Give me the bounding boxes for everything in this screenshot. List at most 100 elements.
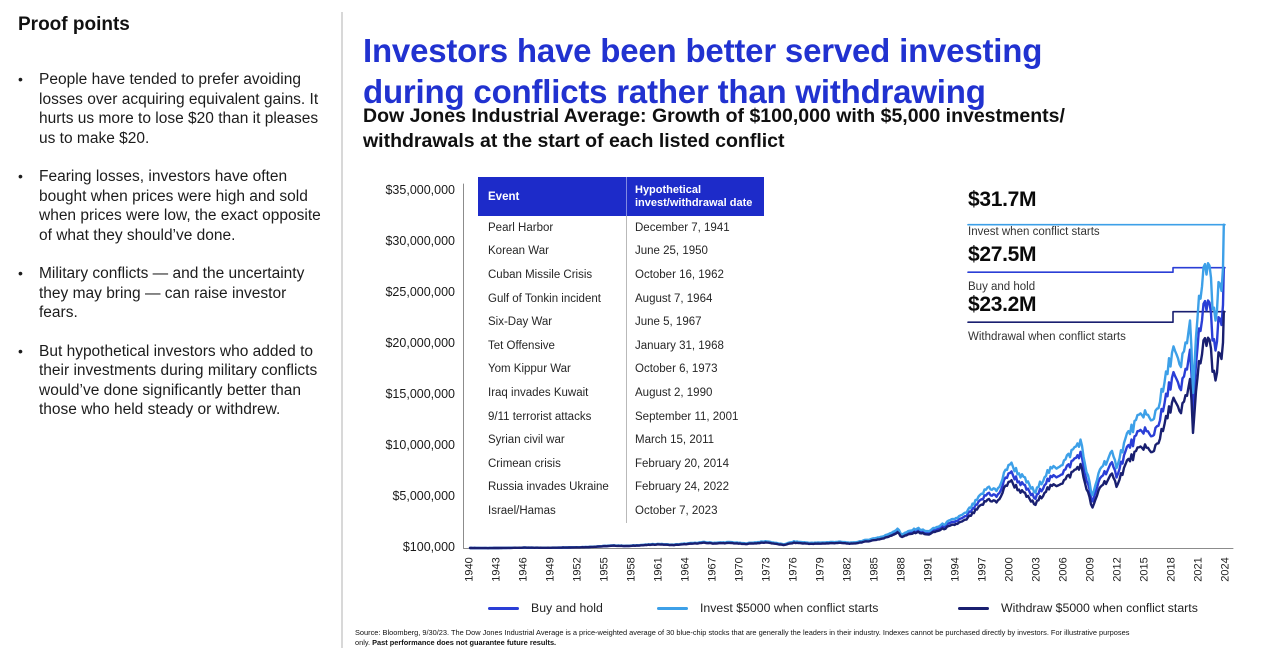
table-row: Syrian civil war March 15, 2011 bbox=[478, 428, 764, 452]
x-tick-label: 1958 bbox=[625, 557, 638, 582]
bullet-text: People have tended to prefer avoiding lo… bbox=[39, 71, 319, 147]
annotation-withdraw: $23.2M Withdrawal when conflict starts bbox=[968, 293, 1218, 343]
y-tick-label: $15,000,000 bbox=[385, 387, 455, 401]
x-tick-label: 1997 bbox=[976, 557, 989, 582]
legend-swatch-invest bbox=[657, 606, 688, 610]
x-tick-label: 1946 bbox=[517, 557, 530, 582]
vertical-divider bbox=[341, 12, 343, 648]
conflict-table: Event Hypothetical invest/withdrawal dat… bbox=[478, 177, 764, 523]
bullet-text: But hypothetical investors who added to … bbox=[39, 342, 318, 419]
bullet-marker: • bbox=[18, 168, 23, 184]
event-cell: Israel/Hamas bbox=[488, 504, 556, 517]
annotation-value: $23.2M bbox=[968, 293, 1037, 316]
legend-label: Withdraw $5000 when conflict starts bbox=[1001, 601, 1198, 615]
table-row: Six-Day War June 5, 1967 bbox=[478, 310, 764, 334]
list-item: • But hypothetical investors who added t… bbox=[18, 342, 330, 420]
event-cell: Cuban Missile Crisis bbox=[488, 268, 593, 281]
legend-label: Buy and hold bbox=[531, 601, 603, 615]
footnote-line-2: only. Past performance does not guarante… bbox=[355, 638, 1129, 648]
annotation-label: Buy and hold bbox=[968, 281, 1036, 293]
x-tick-label: 1994 bbox=[949, 557, 962, 582]
x-tick-label: 1985 bbox=[868, 557, 881, 582]
y-tick-label: $5,000,000 bbox=[392, 489, 455, 503]
event-cell: Pearl Harbor bbox=[488, 221, 554, 234]
callout-line-buy-and-hold bbox=[967, 266, 1226, 273]
series-line-withdraw bbox=[468, 310, 1225, 550]
date-cell: March 15, 2011 bbox=[626, 428, 764, 452]
y-tick-label: $10,000,000 bbox=[385, 438, 455, 452]
table-row: Russia invades Ukraine February 24, 2022 bbox=[478, 475, 764, 500]
table-row: Korean War June 25, 1950 bbox=[478, 239, 764, 264]
table-row: Tet Offensive January 31, 1968 bbox=[478, 333, 764, 358]
sidebar: Proof points • People have tended to pre… bbox=[18, 14, 330, 439]
subtitle-line-1: Dow Jones Industrial Average: Growth of … bbox=[363, 105, 1065, 127]
x-tick-label: 2003 bbox=[1030, 557, 1043, 582]
annotation-value: $31.7M bbox=[968, 188, 1037, 211]
event-cell: Russia invades Ukraine bbox=[488, 481, 609, 494]
footnote-line-1: Source: Bloomberg, 9/30/23. The Dow Jone… bbox=[355, 628, 1130, 637]
date-cell: February 24, 2022 bbox=[626, 475, 764, 500]
x-tick-label: 2000 bbox=[1003, 557, 1016, 582]
bullet-text: Military conflicts — and the uncertainty… bbox=[39, 265, 305, 321]
legend-item-invest: Invest $5000 when conflict starts bbox=[657, 601, 878, 615]
sidebar-title: Proof points bbox=[18, 14, 130, 35]
date-cell: October 6, 1973 bbox=[626, 357, 764, 382]
subtitle-line-2: withdrawals at the start of each listed … bbox=[363, 130, 785, 152]
legend-swatch-withdraw bbox=[958, 606, 989, 610]
legend-label: Invest $5000 when conflict starts bbox=[700, 601, 879, 615]
date-cell: October 16, 1962 bbox=[626, 263, 764, 287]
footnote-line-2-bold: Past performance does not guarantee futu… bbox=[372, 637, 557, 647]
x-tick-label: 1949 bbox=[544, 557, 557, 582]
axis-lines bbox=[463, 183, 1234, 549]
footnote-line-2-regular: only. bbox=[355, 637, 373, 647]
table-row: 9/11 terrorist attacks September 11, 2001 bbox=[478, 404, 764, 429]
table-header-date: Hypothetical invest/withdrawal date bbox=[626, 177, 764, 216]
table-row: Cuban Missile Crisis October 16, 1962 bbox=[478, 263, 764, 287]
x-tick-label: 2024 bbox=[1219, 557, 1232, 582]
x-tick-label: 2018 bbox=[1165, 557, 1178, 582]
x-tick-label: 1982 bbox=[841, 557, 854, 582]
event-cell: 9/11 terrorist attacks bbox=[488, 410, 592, 423]
bullet-marker: • bbox=[18, 265, 23, 281]
x-tick-label: 1943 bbox=[490, 557, 503, 582]
event-cell: Gulf of Tonkin incident bbox=[488, 292, 601, 305]
event-cell: Iraq invades Kuwait bbox=[488, 386, 589, 399]
event-cell: Crimean crisis bbox=[488, 457, 561, 470]
x-tick-label: 2009 bbox=[1084, 557, 1097, 582]
y-tick-label: $100,000 bbox=[402, 540, 455, 554]
x-tick-label: 1970 bbox=[733, 557, 746, 582]
y-tick-label: $35,000,000 bbox=[385, 183, 455, 197]
date-cell: January 31, 1968 bbox=[626, 333, 764, 358]
legend-swatch-buy-and-hold bbox=[488, 606, 519, 610]
annotation-label: Invest when conflict starts bbox=[968, 226, 1100, 238]
annotation-invest: $31.7M Invest when conflict starts bbox=[968, 188, 1218, 238]
bullet-marker: • bbox=[18, 71, 23, 87]
x-tick-label: 1967 bbox=[706, 557, 719, 582]
table-header-event: Event bbox=[488, 190, 520, 203]
table-row: Gulf of Tonkin incident August 7, 1964 bbox=[478, 286, 764, 311]
date-cell: August 7, 1964 bbox=[626, 286, 764, 311]
table-row: Iraq invades Kuwait August 2, 1990 bbox=[478, 381, 764, 405]
x-tick-label: 1940 bbox=[463, 557, 476, 582]
legend-item-buy-and-hold: Buy and hold bbox=[488, 601, 603, 615]
annotation-label: Withdrawal when conflict starts bbox=[968, 331, 1126, 343]
date-cell: June 25, 1950 bbox=[626, 239, 764, 264]
annotation-value: $27.5M bbox=[968, 243, 1037, 266]
x-tick-label: 1979 bbox=[814, 557, 827, 582]
x-tick-label: 1955 bbox=[598, 557, 611, 582]
bullet-text: Fearing losses, investors have often bou… bbox=[39, 168, 321, 244]
table-row: Pearl Harbor December 7, 1941 bbox=[478, 216, 764, 240]
x-tick-label: 2012 bbox=[1111, 557, 1124, 582]
table-row: Yom Kippur War October 6, 1973 bbox=[478, 357, 764, 382]
y-tick-label: $25,000,000 bbox=[385, 285, 455, 299]
date-cell: September 11, 2001 bbox=[626, 404, 764, 429]
x-tick-label: 1973 bbox=[760, 557, 773, 582]
event-cell: Korean War bbox=[488, 245, 549, 258]
x-tick-label: 1976 bbox=[787, 557, 800, 582]
dow-growth-chart bbox=[463, 183, 1234, 550]
annotation-buy-and-hold: $27.5M Buy and hold bbox=[968, 243, 1218, 293]
x-tick-label: 1991 bbox=[922, 557, 935, 582]
event-cell: Tet Offensive bbox=[488, 339, 555, 352]
event-cell: Six-Day War bbox=[488, 316, 553, 329]
